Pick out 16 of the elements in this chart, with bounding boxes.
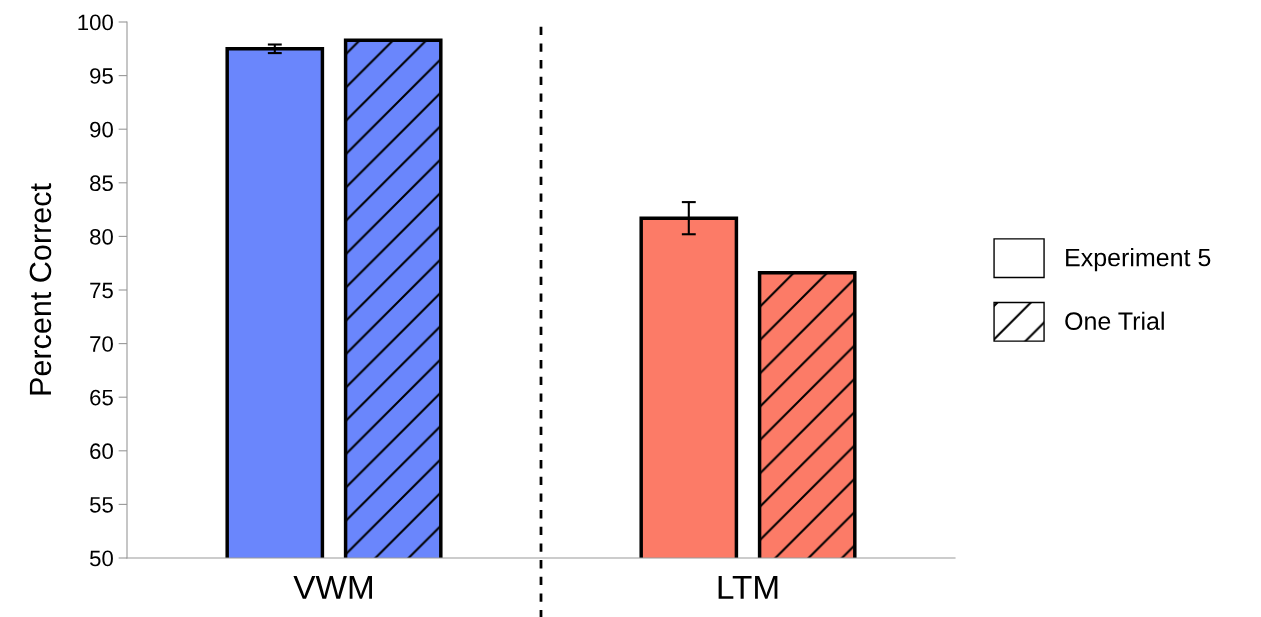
- y-tick-label: 65: [90, 389, 113, 406]
- y-tick-label: 70: [90, 336, 113, 352]
- y-tick-label: 50: [89, 550, 113, 567]
- y-axis-title: Percent Correct: [29, 183, 52, 395]
- text: One Trial: [1065, 311, 1164, 330]
- y-tick-label: 95: [90, 68, 113, 84]
- y-tick-label: 80: [90, 228, 113, 245]
- legend-label: Experiment 5: [1066, 248, 1211, 272]
- x-tick-label: VWM: [293, 575, 372, 599]
- y-tick-label: 85: [90, 175, 113, 192]
- y-tick-label: 60: [90, 443, 113, 460]
- x-tick-label: LTM: [718, 575, 778, 599]
- y-tick-label: 75: [90, 282, 113, 299]
- y-tick-label: 100: [78, 14, 113, 31]
- y-tick-label: 55: [89, 497, 113, 513]
- y-tick-label: 90: [90, 121, 113, 138]
